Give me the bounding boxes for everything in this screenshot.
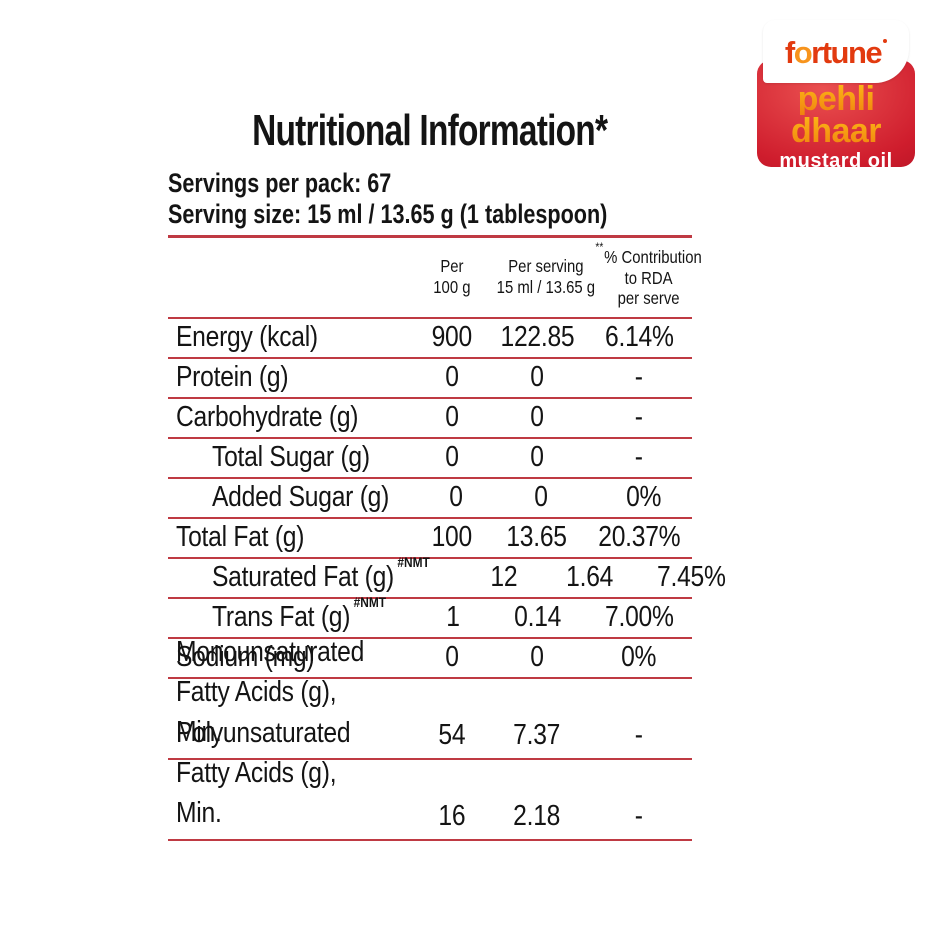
table-row-protein: Protein (g) 0 0 - (168, 359, 692, 399)
logo-line-dhaar: dhaar (757, 114, 915, 148)
servings-per-pack: Servings per pack: 67 (168, 168, 392, 199)
column-header-rda-contribution: **% Contribution to RDA per serve (595, 240, 702, 309)
fortune-wordmark: fortune (785, 35, 888, 70)
table-row-monounsaturated: Monounsaturated Fatty Acids (g), Min. 54… (168, 636, 692, 760)
table-row-saturated-fat: Saturated Fat (g) #NMT 12 1.64 7.45% (168, 554, 726, 599)
fortune-o-swirl-icon: o (793, 35, 813, 70)
serving-size: Serving size: 15 ml / 13.65 g (1 tablesp… (168, 199, 608, 230)
table-row-total-sugar: Total Sugar (g) 0 0 - (168, 439, 692, 479)
logo-subtitle-mustard-oil: mustard oil (779, 149, 893, 172)
logo-product-name: pehli dhaar mustard oil (757, 82, 915, 172)
nmt-footnote-marker: #NMT (353, 593, 387, 610)
logo-fortune-banner: fortune (763, 20, 909, 83)
logo-line-pehli: pehli (757, 82, 915, 116)
nmt-footnote-marker: #NMT (397, 553, 430, 570)
rda-footnote-marker: ** (595, 240, 604, 255)
page-title: Nutritional Information* (168, 106, 692, 155)
table-row-total-fat: Total Fat (g) 100 13.65 20.37% (168, 519, 692, 559)
column-header-per-100g: Per 100 g (433, 256, 471, 298)
table-row-carbohydrate: Carbohydrate (g) 0 0 - (168, 399, 692, 439)
trademark-dot-icon (883, 39, 888, 43)
table-row-added-sugar: Added Sugar (g) 0 0 0% (168, 479, 692, 519)
table-row-polyunsaturated: Polyunsaturated Fatty Acids (g), Min. 16… (168, 717, 692, 841)
table-header-row: Per 100 g Per serving 15 ml / 13.65 g **… (168, 238, 702, 319)
column-header-per-serving: Per serving 15 ml / 13.65 g (496, 256, 596, 298)
table-row-trans-fat: Trans Fat (g) #NMT 1 0.14 7.00% (168, 594, 692, 639)
fortune-pehli-dhaar-logo: fortune pehli dhaar mustard oil (757, 20, 915, 171)
page-title-text: Nutritional Information* (252, 106, 608, 155)
table-row-energy: Energy (kcal) 900 122.85 6.14% (168, 319, 692, 359)
nutrition-table: Per 100 g Per serving 15 ml / 13.65 g **… (168, 235, 726, 841)
table-row-sodium: Sodium (mg) 0 0 0% (168, 639, 692, 679)
nutrition-panel: Nutritional Information* Servings per pa… (168, 106, 726, 841)
